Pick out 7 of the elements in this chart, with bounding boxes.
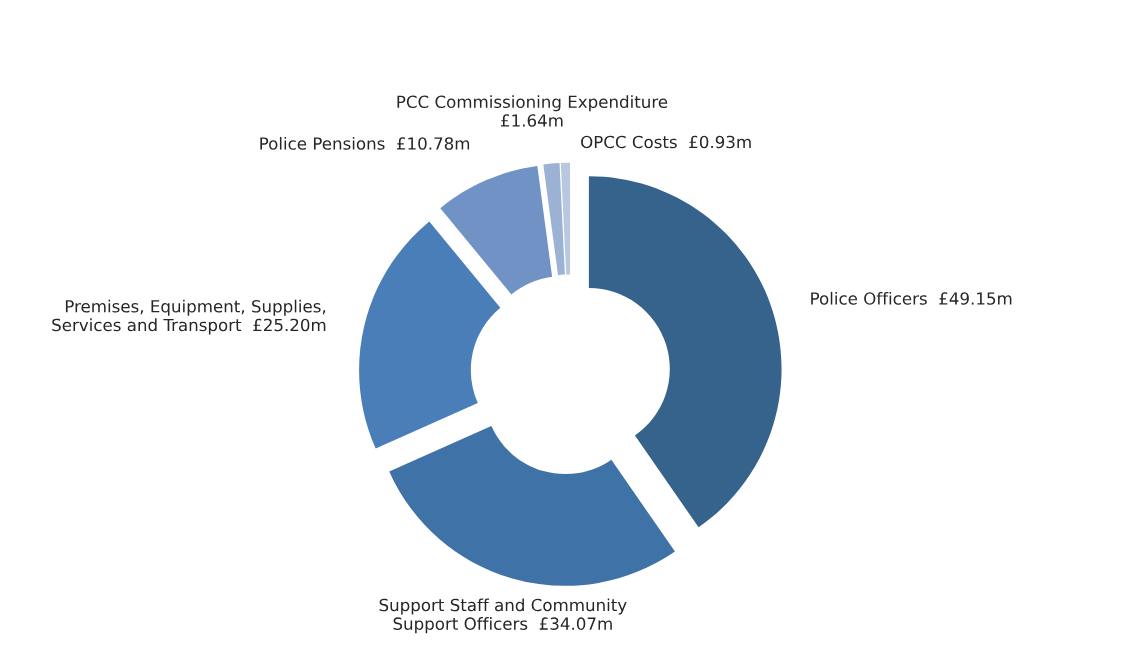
slice-label: Police Pensions £10.78m <box>260 136 470 150</box>
slice-label: OPCC Costs £0.93m <box>581 135 751 149</box>
data-label: £1.64m <box>501 114 563 127</box>
slice-label: Police Officers £49.15m <box>811 291 1012 305</box>
slice-label: Support Staff and Community Support Officers £34.07m <box>379 598 627 634</box>
slice-label: PCC Commissioning Expenditure <box>397 95 668 112</box>
slice-label: Premises, Equipment, Supplies, Services and Transport £25.20m <box>52 299 326 335</box>
